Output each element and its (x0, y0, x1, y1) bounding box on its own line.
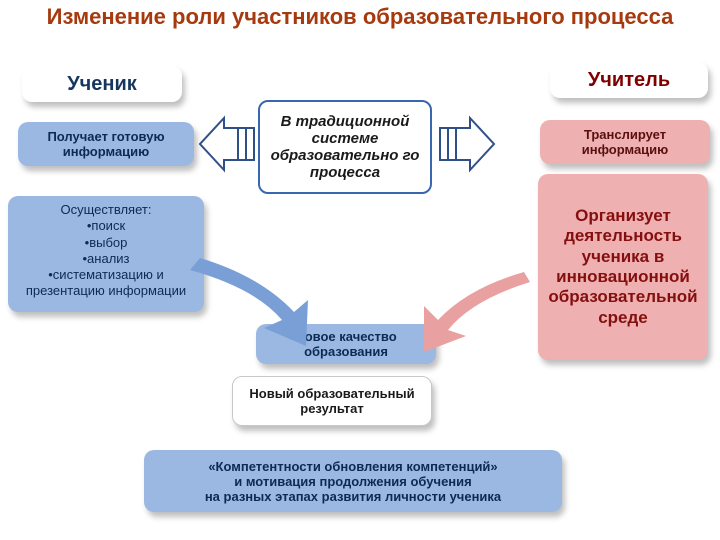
red-curve-arrow-icon (424, 272, 530, 352)
traditional-system-text: В традиционной системе образовательно го… (266, 113, 424, 182)
student-innovative-header: Осуществляет: (12, 202, 200, 218)
arrow-left-icon (200, 118, 254, 170)
diagram-stage: Изменение роли участников образовательно… (0, 0, 720, 540)
teacher-traditional-role: Транслирует информацию (540, 120, 710, 164)
teacher-header: Учитель (550, 62, 708, 98)
new-quality-text: Новое качество образования (264, 329, 428, 359)
competence-text: «Компетентности обновления компетенций» … (205, 459, 501, 504)
student-innovative-item: •выбор (12, 235, 200, 251)
student-traditional-text: Получает готовую информацию (26, 129, 186, 159)
student-innovative-item: •поиск (12, 218, 200, 234)
new-result-box: Новый образовательный результат (232, 376, 432, 426)
student-header: Ученик (22, 66, 182, 102)
teacher-innovative-role: Организует деятельность ученика в иннова… (538, 174, 708, 360)
teacher-innovative-text: Организует деятельность ученика в иннова… (546, 206, 700, 328)
arrow-right-icon (440, 118, 494, 170)
student-innovative-role: Осуществляет: •поиск•выбор•анализ•систем… (8, 196, 204, 312)
new-result-text: Новый образовательный результат (241, 386, 423, 416)
student-innovative-item: •систематизацию и презентацию информации (12, 267, 200, 300)
teacher-traditional-text: Транслирует информацию (548, 127, 702, 157)
competence-box: «Компетентности обновления компетенций» … (144, 450, 562, 512)
student-header-text: Ученик (67, 73, 137, 96)
page-title: Изменение роли участников образовательно… (0, 4, 720, 30)
new-quality-box: Новое качество образования (256, 324, 436, 364)
traditional-system-box: В традиционной системе образовательно го… (258, 100, 432, 194)
student-traditional-role: Получает готовую информацию (18, 122, 194, 166)
student-innovative-item: •анализ (12, 251, 200, 267)
teacher-header-text: Учитель (588, 69, 670, 92)
student-innovative-items: •поиск•выбор•анализ•систематизацию и пре… (12, 218, 200, 299)
